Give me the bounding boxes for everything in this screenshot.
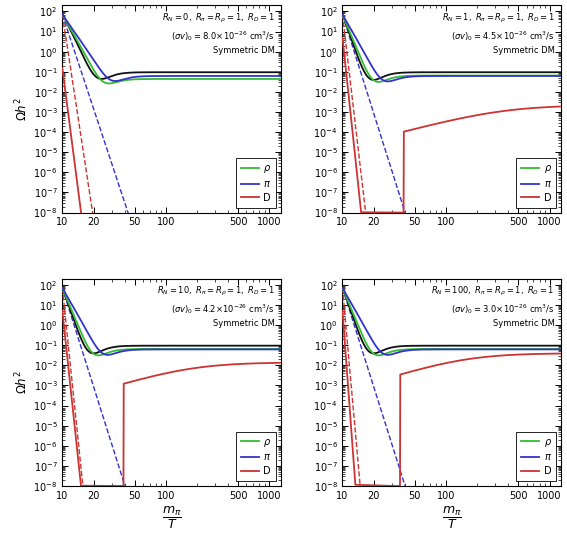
Y-axis label: $\Omega h^2$: $\Omega h^2$ bbox=[14, 370, 31, 394]
Legend: $\rho$, $\pi$, D: $\rho$, $\pi$, D bbox=[236, 431, 276, 481]
X-axis label: $\dfrac{m_\pi}{T}$: $\dfrac{m_\pi}{T}$ bbox=[442, 505, 462, 531]
Legend: $\rho$, $\pi$, D: $\rho$, $\pi$, D bbox=[517, 158, 556, 208]
Text: $R_N = 10,\ R_\pi = R_\rho = 1,\ R_D = 1$
$(\sigma v)_0 = 4.2\!\times\!10^{-26}\: $R_N = 10,\ R_\pi = R_\rho = 1,\ R_D = 1… bbox=[156, 285, 274, 328]
Text: $R_N = 0,\ R_\pi = R_\rho = 1,\ R_D = 1$
$(\sigma v)_0 = 8.0\!\times\!10^{-26}\ : $R_N = 0,\ R_\pi = R_\rho = 1,\ R_D = 1$… bbox=[162, 12, 274, 55]
Legend: $\rho$, $\pi$, D: $\rho$, $\pi$, D bbox=[517, 431, 556, 481]
X-axis label: $\dfrac{m_\pi}{T}$: $\dfrac{m_\pi}{T}$ bbox=[162, 505, 181, 531]
Legend: $\rho$, $\pi$, D: $\rho$, $\pi$, D bbox=[236, 158, 276, 208]
Text: $R_N = 1,\ R_\pi = R_\rho = 1,\ R_D = 1$
$(\sigma v)_0 = 4.5\!\times\!10^{-26}\ : $R_N = 1,\ R_\pi = R_\rho = 1,\ R_D = 1$… bbox=[442, 12, 555, 55]
Y-axis label: $\Omega h^2$: $\Omega h^2$ bbox=[14, 97, 31, 121]
Text: $R_N = 100,\ R_\pi = R_\rho = 1,\ R_D = 1$
$(\sigma v)_0 = 3.0\!\times\!10^{-26}: $R_N = 100,\ R_\pi = R_\rho = 1,\ R_D = … bbox=[431, 285, 555, 328]
